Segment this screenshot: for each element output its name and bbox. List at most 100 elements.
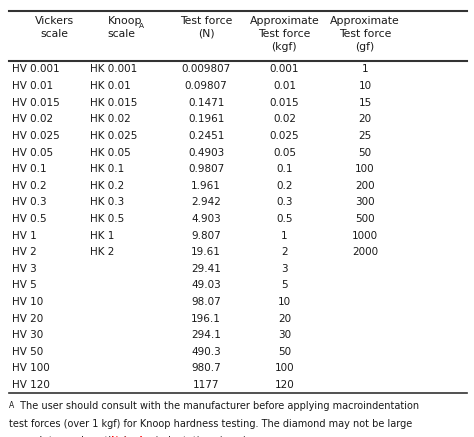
Text: 0.1961: 0.1961 (188, 114, 224, 124)
Text: HK 0.3: HK 0.3 (90, 198, 124, 207)
Text: 98.07: 98.07 (191, 297, 221, 307)
Text: scale: scale (40, 29, 69, 38)
Text: 0.09807: 0.09807 (185, 81, 228, 91)
Text: HV 0.3: HV 0.3 (12, 198, 46, 207)
Text: enough to produce the larger indentation sizes (see: enough to produce the larger indentation… (9, 436, 265, 437)
Text: HK 1: HK 1 (90, 231, 114, 240)
Text: 0.015: 0.015 (270, 98, 299, 108)
Text: HV 50: HV 50 (12, 347, 43, 357)
Text: (kgf): (kgf) (272, 42, 297, 52)
Text: 0.1471: 0.1471 (188, 98, 224, 108)
Text: HV 10: HV 10 (12, 297, 43, 307)
Text: 3: 3 (281, 264, 288, 274)
Text: HV 1: HV 1 (12, 231, 36, 240)
Text: A: A (9, 401, 14, 410)
Text: scale: scale (108, 29, 136, 38)
Text: 10: 10 (358, 81, 372, 91)
Text: (gf): (gf) (356, 42, 374, 52)
Text: 29.41: 29.41 (191, 264, 221, 274)
Text: HK 0.025: HK 0.025 (90, 131, 137, 141)
Text: 196.1: 196.1 (191, 314, 221, 323)
Text: HV 0.05: HV 0.05 (12, 148, 53, 157)
Text: 1177: 1177 (193, 380, 219, 390)
Text: 2.942: 2.942 (191, 198, 221, 207)
Text: 0.025: 0.025 (270, 131, 299, 141)
Text: 490.3: 490.3 (191, 347, 221, 357)
Text: 0.1: 0.1 (276, 164, 292, 174)
Text: HK 0.5: HK 0.5 (90, 214, 124, 224)
Text: HK 0.1: HK 0.1 (90, 164, 124, 174)
Text: Approximate: Approximate (249, 16, 319, 25)
Text: 0.5: 0.5 (276, 214, 292, 224)
Text: Note 4: Note 4 (111, 436, 143, 437)
Text: HV 100: HV 100 (12, 364, 50, 373)
Text: HK 0.015: HK 0.015 (90, 98, 137, 108)
Text: 0.01: 0.01 (273, 81, 296, 91)
Text: 4.903: 4.903 (191, 214, 221, 224)
Text: HV 0.015: HV 0.015 (12, 98, 60, 108)
Text: Test force: Test force (258, 29, 310, 38)
Text: 294.1: 294.1 (191, 330, 221, 340)
Text: HV 0.025: HV 0.025 (12, 131, 60, 141)
Text: HV 2: HV 2 (12, 247, 36, 257)
Text: 0.4903: 0.4903 (188, 148, 224, 157)
Text: 100: 100 (355, 164, 375, 174)
Text: 0.001: 0.001 (270, 65, 299, 74)
Text: A: A (139, 23, 144, 29)
Text: 0.05: 0.05 (273, 148, 296, 157)
Text: 120: 120 (274, 380, 294, 390)
Text: Vickers: Vickers (35, 16, 74, 25)
Text: HK 0.001: HK 0.001 (90, 65, 137, 74)
Text: 2: 2 (281, 247, 288, 257)
Text: 100: 100 (274, 364, 294, 373)
Text: 2000: 2000 (352, 247, 378, 257)
Text: HV 0.5: HV 0.5 (12, 214, 46, 224)
Text: HV 0.2: HV 0.2 (12, 181, 46, 191)
Text: HK 2: HK 2 (90, 247, 114, 257)
Text: 20: 20 (358, 114, 372, 124)
Text: 15: 15 (358, 98, 372, 108)
Text: HV 5: HV 5 (12, 281, 36, 290)
Text: ).: ). (123, 436, 129, 437)
Text: HK 0.05: HK 0.05 (90, 148, 131, 157)
Text: 0.9807: 0.9807 (188, 164, 224, 174)
Text: Knoop: Knoop (109, 16, 143, 25)
Text: 49.03: 49.03 (191, 281, 221, 290)
Text: 1: 1 (281, 231, 288, 240)
Text: 0.02: 0.02 (273, 114, 296, 124)
Text: HV 0.01: HV 0.01 (12, 81, 53, 91)
Text: 0.2: 0.2 (276, 181, 292, 191)
Text: Test force: Test force (180, 16, 232, 25)
Text: 9.807: 9.807 (191, 231, 221, 240)
Text: 19.61: 19.61 (191, 247, 221, 257)
Text: HK 0.02: HK 0.02 (90, 114, 131, 124)
Text: test forces (over 1 kgf) for Knoop hardness testing. The diamond may not be larg: test forces (over 1 kgf) for Knoop hardn… (9, 419, 412, 429)
Text: HK 0.2: HK 0.2 (90, 181, 124, 191)
Text: HV 120: HV 120 (12, 380, 50, 390)
Text: 30: 30 (278, 330, 291, 340)
Text: 10: 10 (278, 297, 291, 307)
Text: HV 30: HV 30 (12, 330, 43, 340)
Text: HK 0.01: HK 0.01 (90, 81, 131, 91)
Text: 980.7: 980.7 (191, 364, 221, 373)
Text: 1: 1 (362, 65, 368, 74)
Text: 50: 50 (358, 148, 372, 157)
Text: (N): (N) (198, 29, 215, 38)
Text: HV 3: HV 3 (12, 264, 36, 274)
Text: The user should consult with the manufacturer before applying macroindentation: The user should consult with the manufac… (17, 401, 419, 411)
Text: 1.961: 1.961 (191, 181, 221, 191)
Text: 0.3: 0.3 (276, 198, 292, 207)
Text: 5: 5 (281, 281, 288, 290)
Text: 50: 50 (278, 347, 291, 357)
Text: Approximate: Approximate (330, 16, 400, 25)
Text: 25: 25 (358, 131, 372, 141)
Text: HV 20: HV 20 (12, 314, 43, 323)
Text: HV 0.1: HV 0.1 (12, 164, 46, 174)
Text: 1000: 1000 (352, 231, 378, 240)
Text: HV 0.02: HV 0.02 (12, 114, 53, 124)
Text: 300: 300 (355, 198, 375, 207)
Text: 0.2451: 0.2451 (188, 131, 224, 141)
Text: Test force: Test force (339, 29, 391, 38)
Text: 20: 20 (278, 314, 291, 323)
Text: 0.009807: 0.009807 (182, 65, 231, 74)
